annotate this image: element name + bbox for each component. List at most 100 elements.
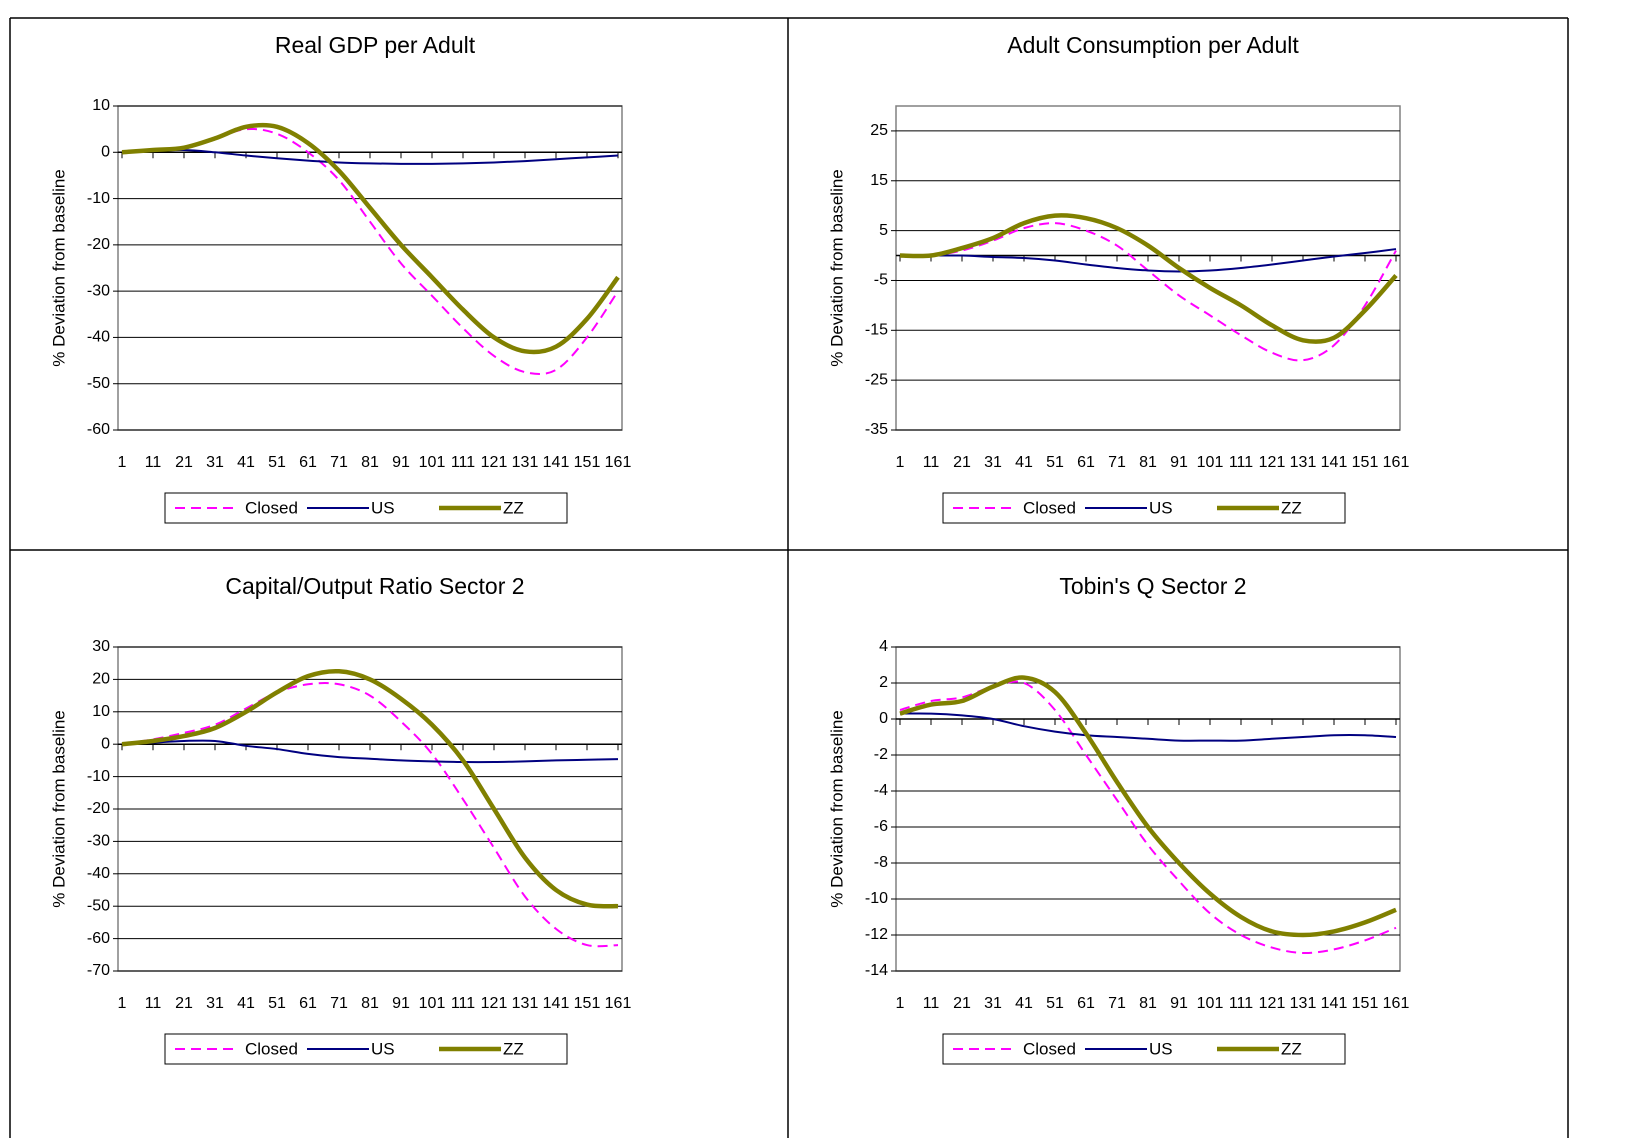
x-tick-label: 81 (1139, 995, 1157, 1012)
y-axis-label: % Deviation from baseline (49, 169, 68, 366)
x-tick-label: 151 (574, 454, 601, 471)
series-line (900, 248, 1397, 273)
x-tick-label: 131 (1290, 454, 1317, 471)
x-tick-label: 71 (330, 995, 348, 1012)
x-tick-label: 91 (1170, 995, 1188, 1012)
x-tick-label: 21 (175, 454, 193, 471)
x-tick-label: 91 (392, 454, 410, 471)
chart-title: Capital/Output Ratio Sector 2 (225, 573, 524, 599)
y-tick-label: -8 (874, 854, 888, 871)
y-tick-label: -10 (87, 768, 110, 785)
y-tick-label: -30 (87, 282, 110, 299)
x-tick-label: 101 (1197, 454, 1224, 471)
series-line (121, 682, 619, 948)
x-tick-label: 61 (299, 454, 317, 471)
x-tick-label: 41 (1015, 454, 1033, 471)
y-tick-label: 15 (870, 172, 888, 189)
x-tick-label: 131 (1290, 995, 1317, 1012)
y-tick-label: 20 (92, 671, 110, 688)
x-tick-label: 81 (361, 454, 379, 471)
y-tick-label: -50 (87, 897, 110, 914)
y-tick-label: -20 (87, 800, 110, 817)
x-tick-label: 31 (206, 995, 224, 1012)
x-tick-label: 161 (1383, 454, 1410, 471)
y-tick-label: 4 (879, 638, 888, 655)
plot-area (895, 646, 1401, 972)
x-tick-label: 151 (1352, 995, 1379, 1012)
x-tick-label: 41 (237, 995, 255, 1012)
plot-area (895, 105, 1401, 431)
series-line (899, 712, 1397, 742)
legend-label: Closed (245, 1039, 298, 1058)
y-tick-label: -25 (865, 371, 888, 388)
x-tick-label: 1 (118, 995, 127, 1012)
x-tick-label: 101 (419, 995, 446, 1012)
y-tick-label: -40 (87, 865, 110, 882)
x-tick-label: 111 (451, 454, 475, 471)
x-tick-label: 51 (268, 454, 286, 471)
x-tick-label: 31 (984, 454, 1002, 471)
y-tick-label: -10 (865, 890, 888, 907)
chart-panel: Adult Consumption per Adult-35-25-15-551… (827, 32, 1410, 524)
x-tick-label: 21 (953, 995, 971, 1012)
y-axis-label: % Deviation from baseline (49, 710, 68, 907)
chart-panel: Capital/Output Ratio Sector 2 -70 -60 -50 -4… (49, 573, 631, 1065)
series-line (899, 213, 1398, 344)
x-tick-label: 151 (574, 995, 601, 1012)
x-tick-label: 41 (237, 454, 255, 471)
legend-label: US (1149, 1039, 1173, 1058)
x-tick-label: 81 (1139, 454, 1157, 471)
legend-label: ZZ (1281, 498, 1302, 517)
x-tick-label: 31 (206, 454, 224, 471)
legend-label: Closed (1023, 498, 1076, 517)
chart-title: Tobin's Q Sector 2 (1059, 573, 1246, 599)
y-tick-label: -12 (865, 926, 888, 943)
x-tick-label: 91 (392, 995, 410, 1012)
x-tick-label: 101 (419, 454, 446, 471)
y-tick-label: -40 (87, 329, 110, 346)
legend-label: Closed (245, 498, 298, 517)
y-tick-label: -60 (87, 421, 110, 438)
y-tick-label: -10 (87, 190, 110, 207)
y-tick-label: -30 (87, 833, 110, 850)
x-tick-label: 121 (1259, 995, 1286, 1012)
x-tick-label: 121 (481, 454, 508, 471)
series-line (121, 739, 619, 764)
x-tick-label: 71 (1108, 995, 1126, 1012)
legend-label: US (371, 1039, 395, 1058)
x-tick-label: 1 (896, 454, 905, 471)
y-tick-label: -2 (874, 746, 888, 763)
x-tick-label: 141 (543, 995, 570, 1012)
y-tick-label: -20 (87, 236, 110, 253)
x-tick-label: 1 (896, 995, 905, 1012)
x-tick-label: 111 (451, 995, 475, 1012)
x-tick-label: 111 (1229, 454, 1253, 471)
x-tick-label: 71 (330, 454, 348, 471)
x-tick-label: 141 (1321, 995, 1348, 1012)
x-tick-label: 121 (1259, 454, 1286, 471)
y-tick-label: -70 (87, 962, 110, 979)
x-tick-label: 91 (1170, 454, 1188, 471)
y-tick-label: -14 (865, 962, 888, 979)
y-tick-label: -5 (874, 272, 888, 289)
series-line (899, 675, 1397, 938)
legend-label: Closed (1023, 1039, 1076, 1058)
x-tick-label: 141 (1321, 454, 1348, 471)
x-tick-label: 1 (118, 454, 127, 471)
x-tick-label: 11 (923, 995, 940, 1012)
y-tick-label: -35 (865, 421, 888, 438)
y-tick-label: -50 (87, 375, 110, 392)
x-tick-label: 111 (1229, 995, 1253, 1012)
x-tick-label: 121 (481, 995, 508, 1012)
series-line (899, 222, 1397, 362)
x-tick-label: 21 (953, 454, 971, 471)
series-line (121, 122, 620, 355)
x-tick-label: 51 (1046, 454, 1064, 471)
y-tick-label: 2 (879, 674, 888, 691)
x-tick-label: 151 (1352, 454, 1379, 471)
legend-label: US (371, 498, 395, 517)
y-tick-label: 0 (101, 735, 110, 752)
